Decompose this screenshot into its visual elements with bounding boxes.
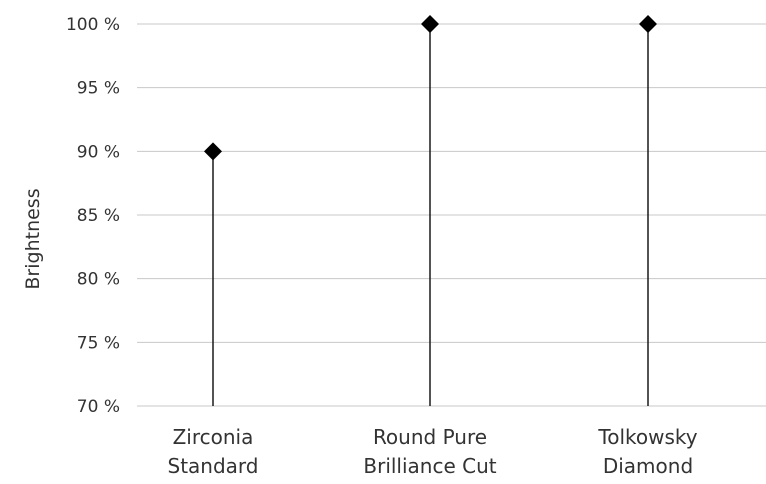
category-label-2-line-1: Round Pure <box>373 425 487 449</box>
x-axis-categories: Zirconia Standard Round Pure Brilliance Cut… <box>168 425 698 478</box>
lollipop-stems <box>212 24 649 406</box>
category-label-1-line-2: Standard <box>168 454 259 478</box>
category-label-2-line-2: Brilliance Cut <box>363 454 496 478</box>
gridlines <box>137 23 766 407</box>
y-tick-label-95: 95 % <box>77 79 120 99</box>
y-axis-title: Brightness <box>22 188 44 289</box>
y-tick-label-80: 80 % <box>77 270 120 290</box>
lollipop-markers <box>204 15 657 161</box>
y-axis-ticks: 100 % 95 % 90 % 85 % 80 % 75 % 70 % <box>66 15 120 417</box>
y-tick-label-85: 85 % <box>77 206 120 226</box>
diamond-marker-1 <box>204 142 222 161</box>
category-label-3-line-2: Diamond <box>603 454 693 478</box>
diamond-marker-2 <box>421 15 439 33</box>
y-tick-label-75: 75 % <box>77 333 120 353</box>
y-tick-label-70: 70 % <box>77 397 120 417</box>
category-label-1-line-1: Zirconia <box>173 425 254 449</box>
diamond-marker-3 <box>639 15 657 33</box>
category-label-3-line-1: Tolkowsky <box>597 425 697 449</box>
y-tick-label-100: 100 % <box>66 15 120 35</box>
y-tick-label-90: 90 % <box>77 142 120 162</box>
